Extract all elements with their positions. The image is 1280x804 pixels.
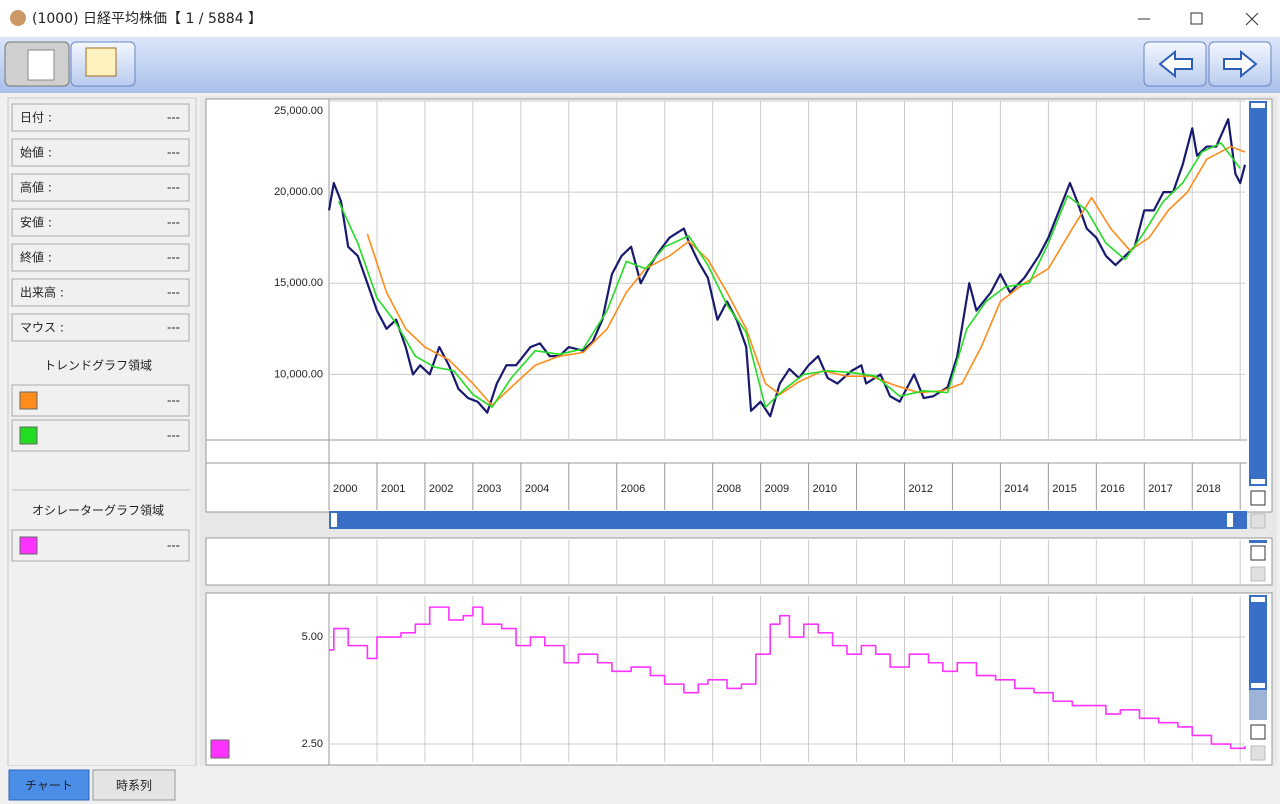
info-label: 高値 : [20, 180, 52, 195]
window-title: (1000) 日経平均株価【 1 / 5884 】 [32, 11, 262, 27]
info-value: --- [167, 216, 180, 230]
info-label: 終値 : [20, 250, 52, 265]
x-tick-label: 2012 [908, 483, 932, 495]
maximize-button[interactable] [1190, 12, 1203, 25]
y-tick-label: 2.50 [302, 738, 323, 750]
table-icon [85, 47, 117, 77]
info-label: 出来高 : [20, 285, 64, 300]
scroll-thumb-bottom[interactable] [1251, 479, 1265, 484]
tab-label: 時系列 [116, 779, 152, 793]
series-line [327, 118, 1247, 418]
x-tick-label: 2010 [813, 483, 837, 495]
legend-value: --- [167, 394, 180, 408]
info-row [11, 313, 190, 342]
x-tick-label: 2001 [381, 483, 405, 495]
tab-bar [0, 766, 1280, 804]
series-line [329, 606, 1246, 750]
y-tick-label: 10,000.00 [274, 368, 323, 380]
vertical-scrollbar[interactable] [1249, 101, 1267, 486]
info-value: --- [167, 111, 180, 125]
info-row [11, 278, 190, 307]
middle-scrollbar [1249, 540, 1267, 543]
checkbox[interactable] [1250, 545, 1266, 561]
y-tick-label: 5.00 [302, 631, 323, 643]
toolbar [0, 37, 1280, 93]
info-row [11, 208, 190, 237]
x-tick-label: 2014 [1004, 483, 1028, 495]
legend-row [11, 384, 190, 417]
tab[interactable] [92, 769, 176, 801]
y-tick-label: 25,000.00 [274, 105, 323, 117]
y-tick-label: 15,000.00 [274, 277, 323, 289]
next-arrow [1223, 49, 1258, 79]
price-panel [205, 98, 1273, 513]
x-tick-label: 2009 [765, 483, 789, 495]
x-tick-label: 2003 [477, 483, 501, 495]
x-tick-label: 2002 [429, 483, 453, 495]
horizontal-scrollbar[interactable] [329, 511, 1247, 529]
scroll-thumb-bottom[interactable] [1251, 683, 1265, 688]
title-bar [0, 0, 1280, 37]
close-button[interactable] [1245, 12, 1259, 26]
legend-value: --- [167, 539, 180, 553]
info-row [11, 173, 190, 202]
info-value: --- [167, 146, 180, 160]
x-tick-label: 2015 [1052, 483, 1076, 495]
x-tick-label: 2008 [717, 483, 741, 495]
legend-value: --- [167, 429, 180, 443]
x-tick-label: 2000 [333, 483, 357, 495]
info-label: 始値 : [20, 145, 52, 160]
checkbox[interactable] [1250, 490, 1266, 506]
info-row [11, 138, 190, 167]
info-row [11, 103, 190, 132]
x-tick-label: 2018 [1196, 483, 1220, 495]
trend-section-title: トレンドグラフ領域 [44, 358, 152, 373]
oscillator-scrollbar[interactable] [1249, 595, 1267, 690]
scroll-thumb-left[interactable] [331, 513, 337, 527]
x-tick-label: 2016 [1100, 483, 1124, 495]
oscillator-section-title: オシレーターグラフ領域 [32, 503, 164, 518]
info-label: 日付 : [20, 111, 52, 125]
app-icon [10, 10, 26, 26]
info-value: --- [167, 286, 180, 300]
oscillator-scroll-track [1249, 690, 1267, 720]
info-row [11, 243, 190, 272]
x-tick-label: 2006 [621, 483, 645, 495]
scroll-thumb-top[interactable] [1251, 103, 1265, 108]
y-tick-label: 20,000.00 [274, 186, 323, 198]
middle-panel [205, 537, 1273, 586]
legend-swatch [19, 536, 38, 555]
series-line [366, 145, 1246, 407]
legend-swatch [19, 426, 38, 445]
legend-swatch [19, 391, 38, 410]
legend-row [11, 529, 190, 562]
tab-active[interactable] [8, 769, 90, 801]
checkbox-disabled [1250, 566, 1266, 582]
scroll-thumb-top[interactable] [1251, 597, 1265, 602]
csv-icon [27, 49, 55, 81]
checkbox-disabled [1250, 745, 1266, 761]
checkbox-disabled [1250, 513, 1266, 529]
oscillator-swatch [210, 739, 230, 759]
series-line [337, 142, 1241, 408]
oscillator-panel [205, 592, 1273, 766]
checkbox[interactable] [1250, 724, 1266, 740]
info-value: --- [167, 181, 180, 195]
info-label: 安値 : [20, 215, 52, 230]
tab-label: チャート [25, 779, 73, 793]
x-tick-label: 2004 [525, 483, 549, 495]
legend-row [11, 419, 190, 452]
info-value: --- [167, 321, 180, 335]
x-tick-label: 2017 [1148, 483, 1172, 495]
prev-arrow [1158, 49, 1193, 79]
info-value: --- [167, 251, 180, 265]
scroll-thumb-right[interactable] [1227, 513, 1233, 527]
info-label: マウス : [20, 321, 64, 335]
